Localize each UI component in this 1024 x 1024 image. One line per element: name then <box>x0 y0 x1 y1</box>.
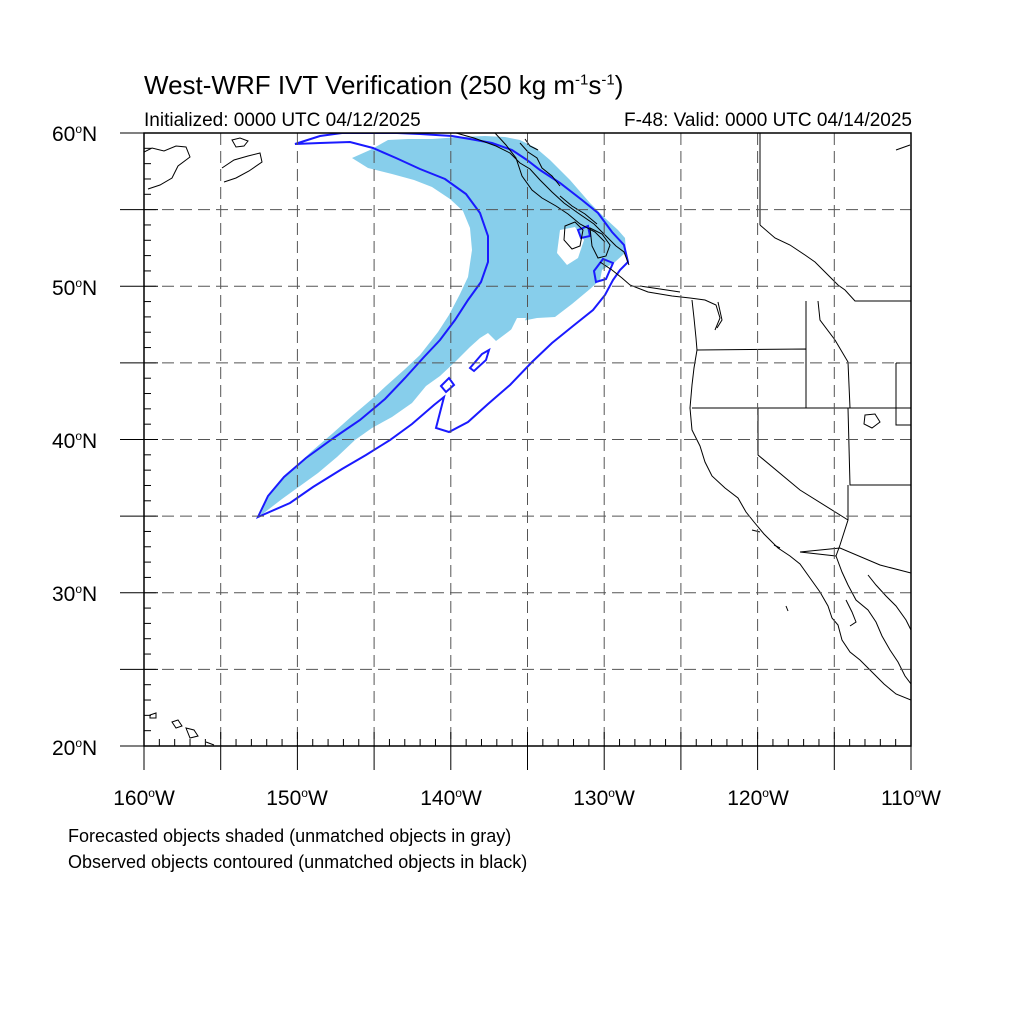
lat-label-60: 60oN <box>52 122 98 146</box>
lon-label-110: 110oW <box>881 786 941 810</box>
lat-label-20: 20oN <box>52 736 98 760</box>
lon-label-130: 130oW <box>573 786 635 810</box>
lat-label-40: 40oN <box>52 429 98 453</box>
lon-label-120: 120oW <box>727 786 789 810</box>
map-title: West-WRF IVT Verification (250 kg m-1s-1… <box>144 70 624 100</box>
forecast-legend-note: Forecasted objects shaded (unmatched obj… <box>68 826 512 846</box>
lat-label-30: 30oN <box>52 582 98 606</box>
observed-legend-note: Observed objects contoured (unmatched ob… <box>68 852 528 872</box>
init-time-label: Initialized: 0000 UTC 04/12/2025 <box>144 110 421 131</box>
lon-label-160: 160oW <box>113 786 175 810</box>
axis-ticks <box>120 132 912 770</box>
lat-lon-grid <box>144 133 911 746</box>
forecast-ivt-object <box>260 136 626 516</box>
valid-time-label: F-48: Valid: 0000 UTC 04/14/2025 <box>624 110 912 131</box>
coastline-layer <box>144 133 911 746</box>
lat-label-50: 50oN <box>52 276 98 300</box>
lon-label-140: 140oW <box>420 786 482 810</box>
lon-label-150: 150oW <box>266 786 328 810</box>
